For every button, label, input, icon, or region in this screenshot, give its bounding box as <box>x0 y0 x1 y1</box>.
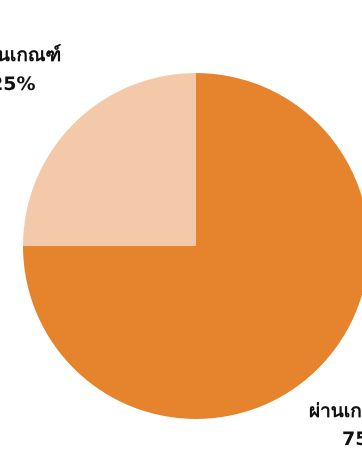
pie-slices <box>23 73 362 419</box>
slice-label-pass: ผ่านเกณฑ์ <box>309 400 362 422</box>
slice-label-fail: ไม่ผ่านเกณฑ์ <box>0 43 61 66</box>
slice-percent-fail: 25% <box>0 73 35 95</box>
slice-percent-pass: 75% <box>342 428 362 450</box>
pie-slice-fail <box>23 73 196 246</box>
